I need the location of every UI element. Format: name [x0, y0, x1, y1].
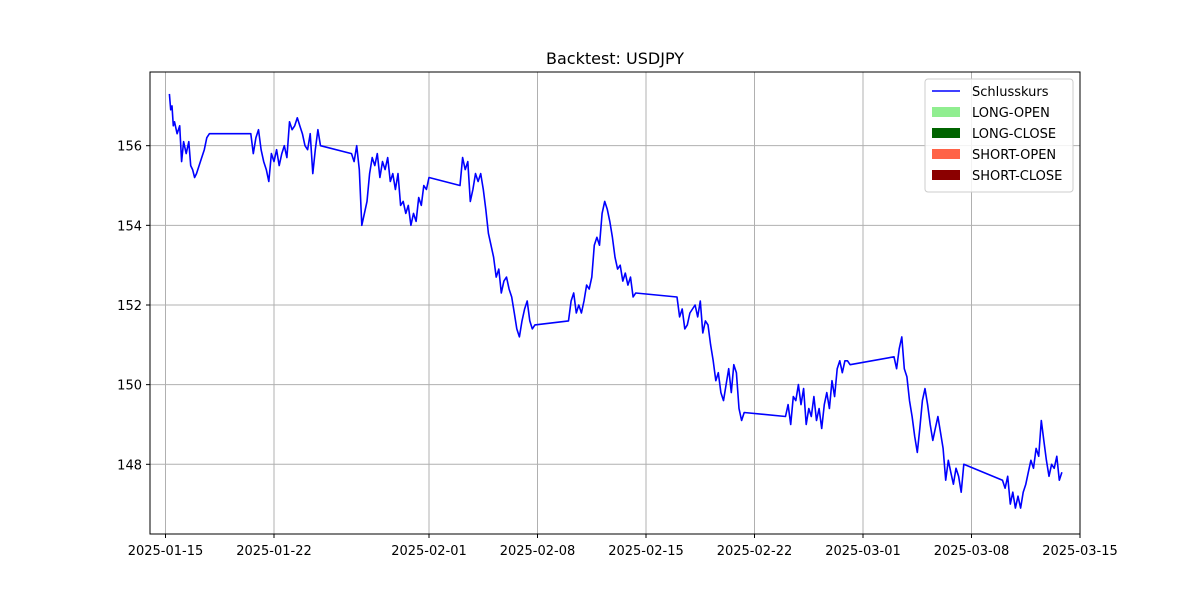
legend-label: Schlusskurs: [972, 85, 1049, 100]
legend-label: SHORT-OPEN: [972, 148, 1056, 163]
x-tick-label: 2025-03-01: [825, 544, 901, 559]
legend-swatch-patch: [932, 128, 960, 138]
x-tick-label: 2025-03-15: [1042, 544, 1118, 559]
y-tick-label: 150: [117, 379, 142, 394]
y-tick-label: 152: [117, 299, 142, 314]
y-tick-label: 156: [117, 140, 142, 155]
legend-label: LONG-OPEN: [972, 106, 1050, 121]
x-tick-label: 2025-02-08: [500, 544, 576, 559]
x-tick-label: 2025-02-22: [717, 544, 793, 559]
legend: Schlusskurs LONG-OPEN LONG-CLOSE SHORT-OPEN…: [924, 78, 1074, 193]
legend-box: [924, 78, 1074, 193]
legend-swatch-patch: [932, 107, 960, 117]
x-tick-label: 2025-02-01: [391, 544, 467, 559]
legend-label: LONG-CLOSE: [972, 127, 1056, 142]
plot-frame: [149, 71, 1081, 535]
series-layer: [168, 93, 1063, 509]
series-line-schlusskurs: [168, 93, 1063, 509]
legend-swatch-patch: [932, 170, 960, 180]
legend-label: SHORT-CLOSE: [972, 169, 1062, 184]
x-tick-label: 2025-02-15: [608, 544, 684, 559]
x-tick-label: 2025-01-15: [128, 544, 204, 559]
x-axis: 2025-01-15 2025-01-22 2025-02-01 2025-02-08…: [128, 534, 1118, 559]
x-tick-label: 2025-03-08: [934, 544, 1010, 559]
x-tick-label: 2025-01-22: [236, 544, 312, 559]
y-tick-label: 148: [117, 458, 142, 473]
legend-swatch-patch: [932, 149, 960, 159]
y-tick-label: 154: [117, 219, 142, 234]
chart-title: Backtest: USDJPY: [546, 49, 684, 68]
y-axis: 148 150 152 154 156: [117, 140, 150, 473]
